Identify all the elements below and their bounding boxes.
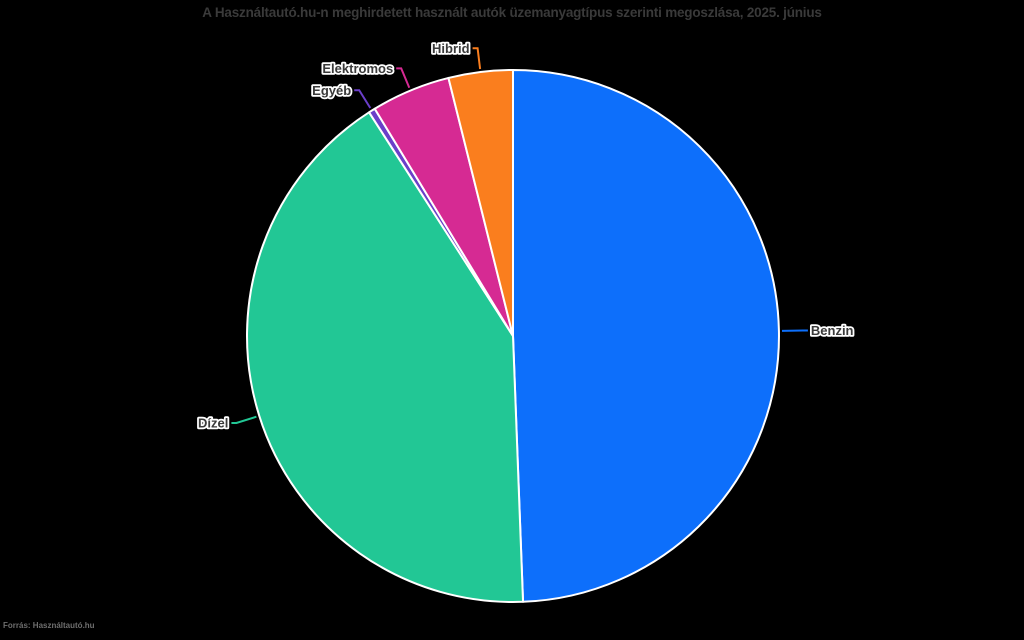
pie-slice-hibrid[interactable] [447, 69, 514, 337]
pie-slice-benzin[interactable] [512, 69, 780, 603]
slice-label-dizel: Dízel [198, 416, 228, 431]
slice-label-hibrid: Hibrid [432, 41, 470, 56]
pie-slice-dizel[interactable] [246, 111, 525, 603]
chart-title: A Használtautó.hu-n meghirdetett használ… [202, 5, 822, 20]
label-leader-line-egyeb [354, 89, 372, 109]
label-leader-line-elektromos [396, 67, 411, 89]
slice-label-elektromos: Elektromos [322, 61, 393, 76]
label-leader-line-dizel [231, 415, 257, 424]
source-note: Forrás: Használtautó.hu [3, 621, 95, 630]
label-leader-line-hibrid [472, 47, 482, 70]
slice-label-egyeb: Egyéb [312, 83, 351, 98]
slice-label-benzin: Benzin [811, 323, 854, 338]
